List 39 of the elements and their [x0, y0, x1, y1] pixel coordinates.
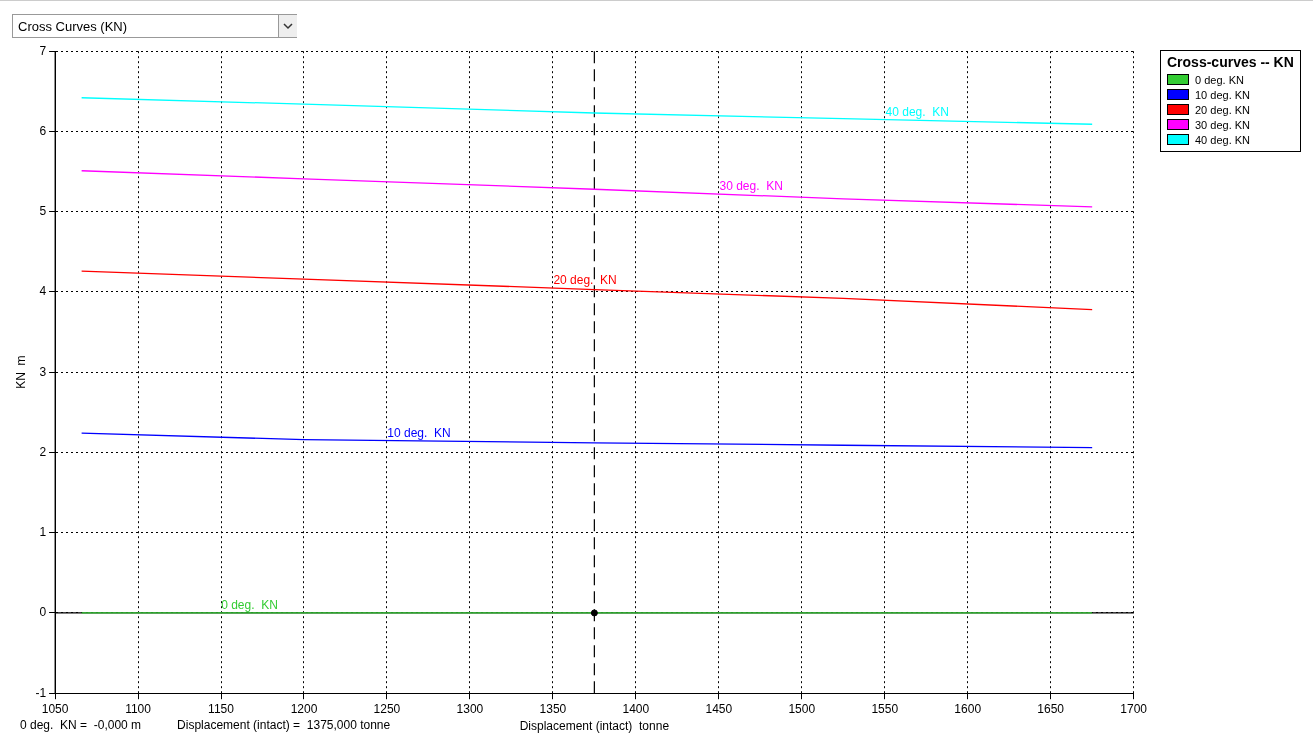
- text: 40 deg. KN: [885, 104, 949, 119]
- y-tick-label: 5: [39, 204, 47, 219]
- text: 30 deg. KN: [719, 179, 783, 194]
- y-tick-label: 0: [39, 605, 47, 620]
- x-tick-label: 1600: [954, 701, 982, 716]
- x-tick-label: 1250: [373, 701, 401, 716]
- legend-label: 20 deg. KN: [1195, 103, 1251, 116]
- x-tick-label: 1450: [705, 701, 733, 716]
- legend-title: Cross-curves -- KN: [1167, 54, 1294, 70]
- legend-label: 30 deg. KN: [1195, 118, 1251, 131]
- text: 0 deg. KN = -0,000 m: [20, 718, 142, 732]
- x-tick-label: 1100: [125, 701, 152, 716]
- text: 20 deg. KN: [553, 273, 617, 288]
- text: Displacement (intact) = 1375,000 tonne: [177, 718, 391, 732]
- x-tick-label: 1300: [456, 701, 484, 716]
- y-tick-label: -1: [35, 685, 47, 700]
- text: 0 deg. KN: [221, 598, 278, 613]
- y-tick-label: 2: [39, 444, 47, 459]
- x-tick-label: 1650: [1037, 701, 1065, 716]
- text: 10 deg. KN: [387, 425, 451, 440]
- y-tick-label: 1: [39, 525, 47, 540]
- y-tick-label: 4: [39, 284, 47, 299]
- y-tick-label: 7: [39, 43, 47, 58]
- x-tick-label: 1550: [871, 701, 899, 716]
- x-tick-label: 1500: [788, 701, 816, 716]
- legend-label: 40 deg. KN: [1195, 133, 1251, 146]
- x-tick-label: 1150: [208, 701, 235, 716]
- x-axis-title: Displacement (intact) tonne: [519, 719, 670, 733]
- x-tick-label: 1350: [539, 701, 567, 716]
- y-tick-label: 3: [39, 364, 47, 379]
- legend-label: 0 deg. KN: [1195, 73, 1244, 86]
- x-tick-label: 1200: [290, 701, 318, 716]
- x-tick-label: 1700: [1120, 701, 1148, 716]
- x-tick-label: 1050: [41, 701, 69, 716]
- legend-label: 10 deg. KN: [1195, 88, 1251, 101]
- x-tick-label: 1400: [622, 701, 650, 716]
- y-tick-label: 6: [39, 123, 47, 138]
- y-axis-title: KN m: [13, 355, 28, 389]
- chart-title: Cross Curves (KN): [12, 14, 297, 38]
